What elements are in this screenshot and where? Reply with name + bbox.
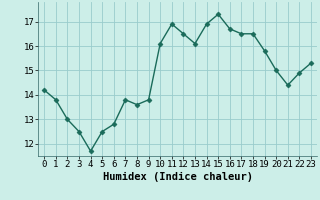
X-axis label: Humidex (Indice chaleur): Humidex (Indice chaleur) [103, 172, 252, 182]
